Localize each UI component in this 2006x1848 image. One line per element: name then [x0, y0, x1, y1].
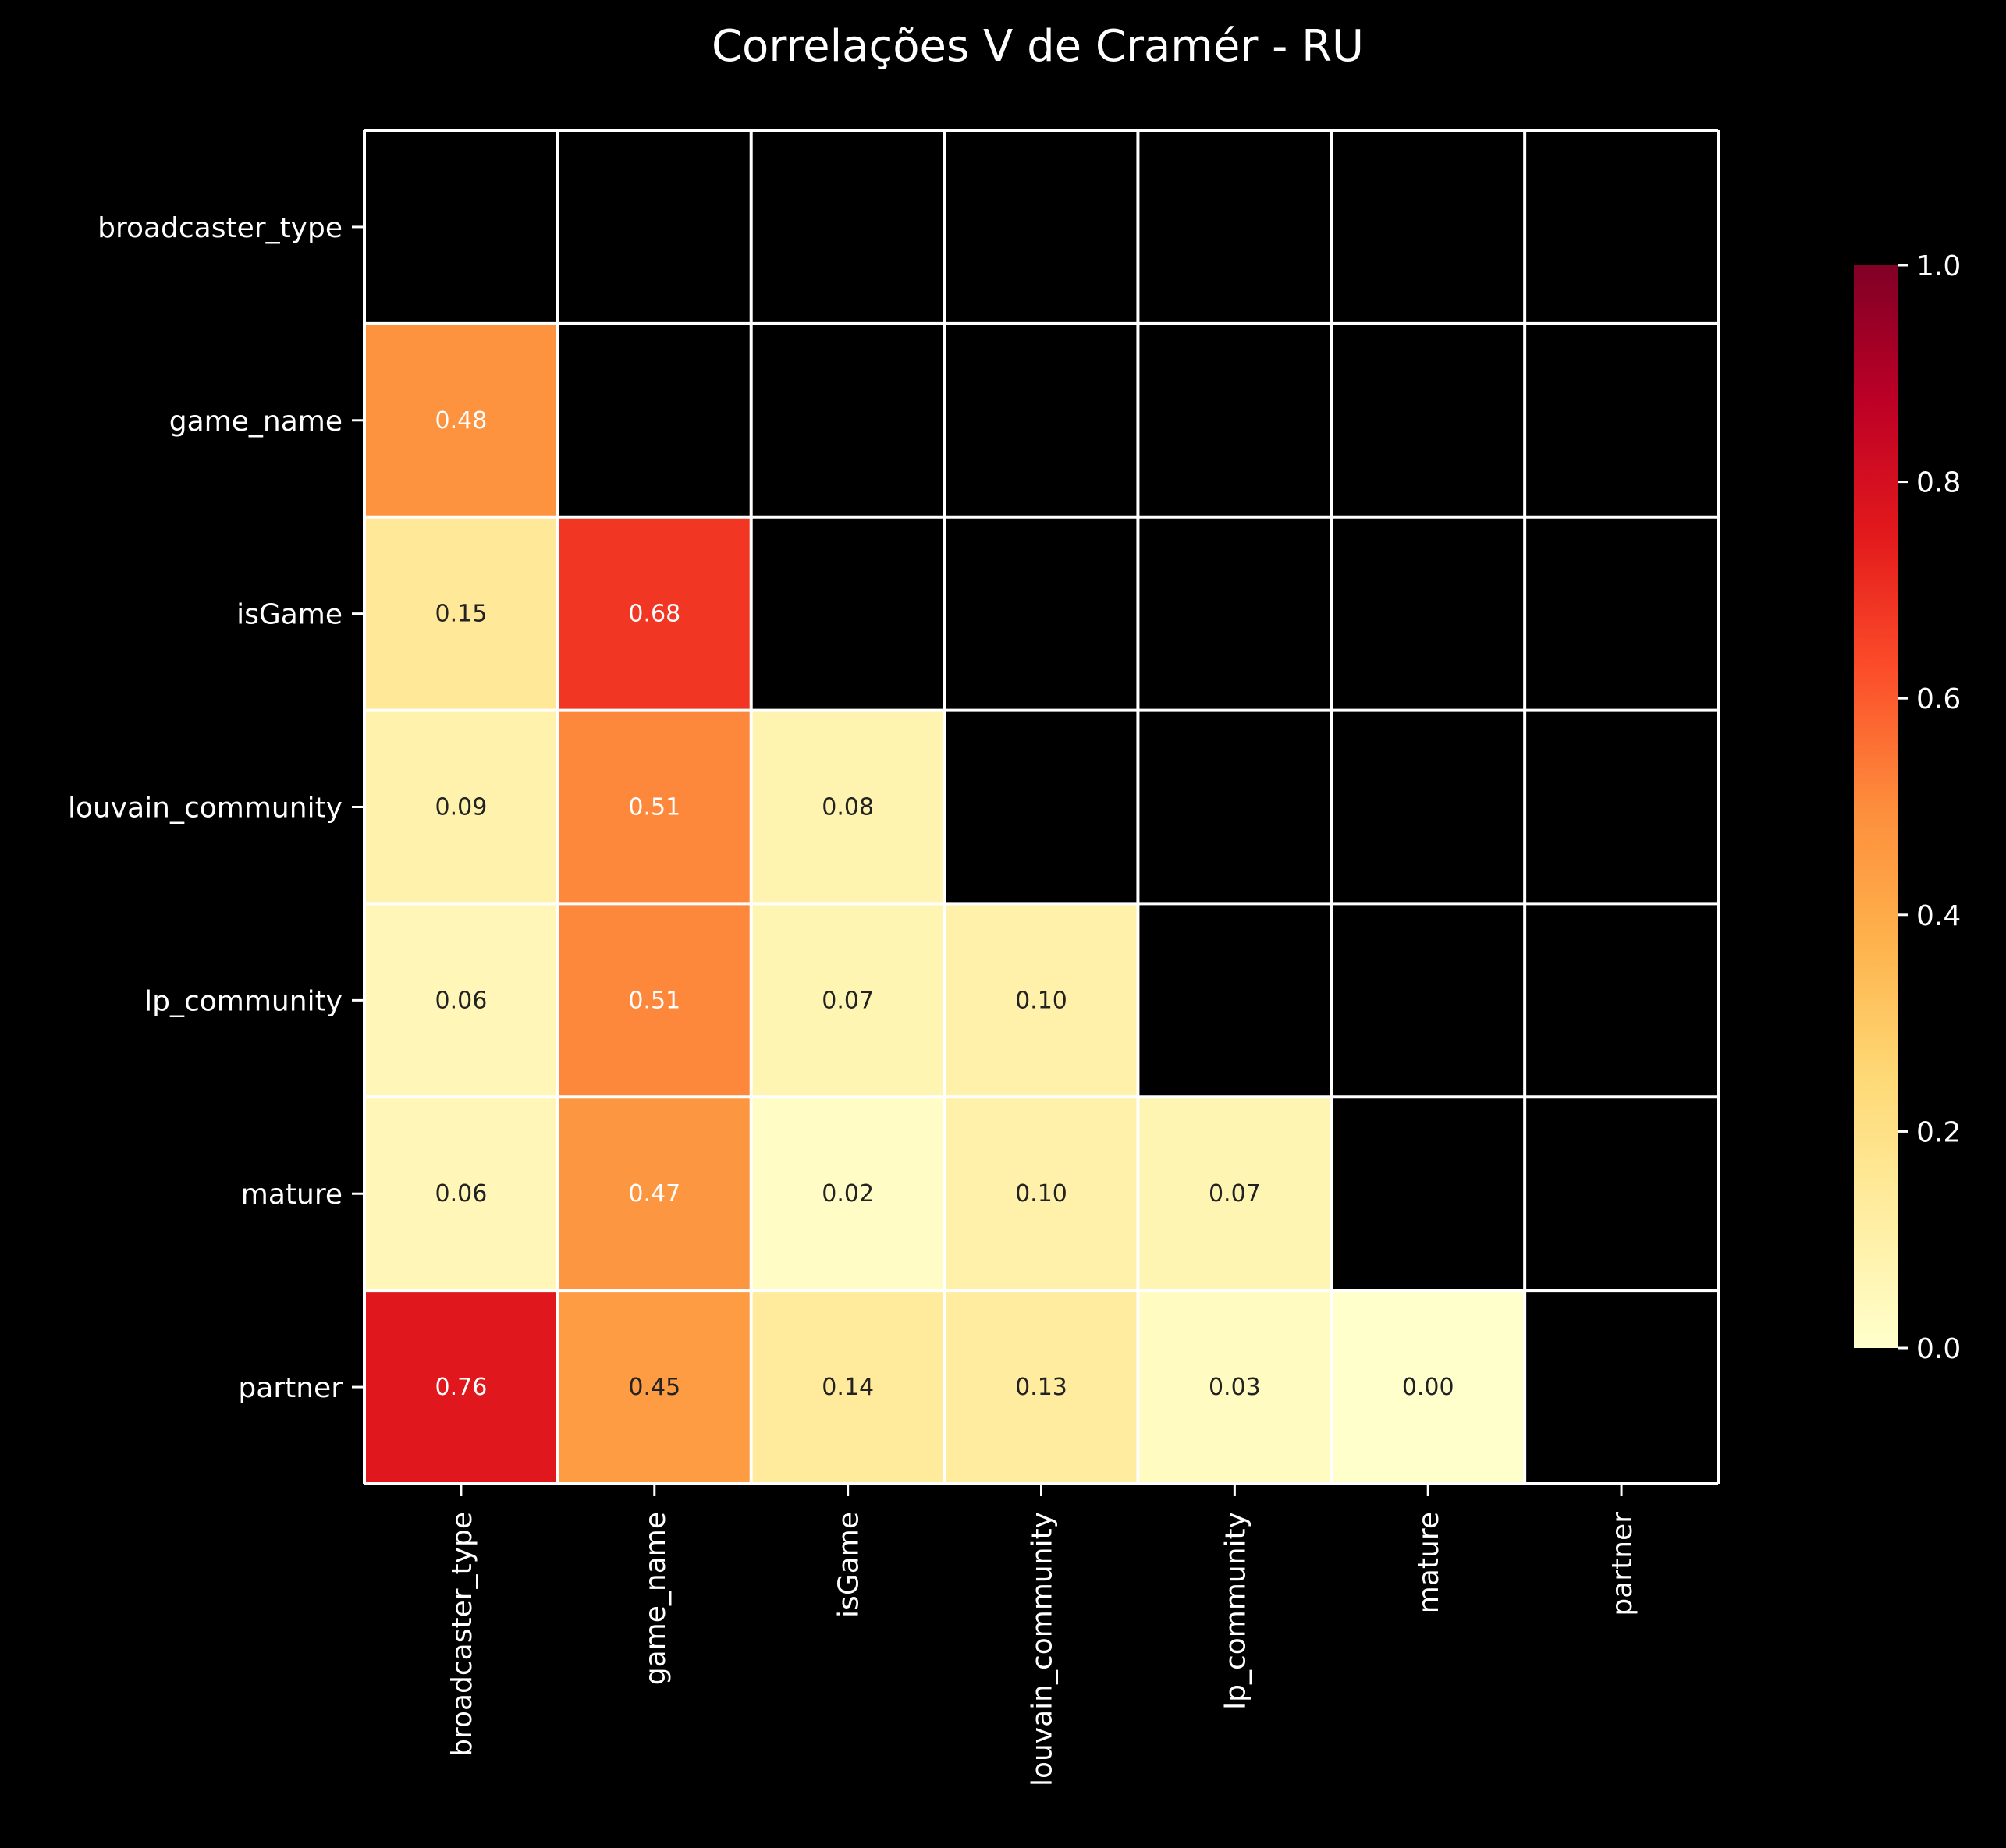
- cell-value-label: 0.10: [1015, 987, 1067, 1014]
- cell-value-label: 0.06: [435, 1180, 488, 1208]
- heatmap-cell: [944, 1097, 1138, 1291]
- cell-value-label: 0.03: [1209, 1374, 1261, 1401]
- masked-cell: [1525, 130, 1718, 324]
- masked-cell: [1331, 323, 1525, 517]
- heatmap-cell: [364, 710, 558, 904]
- y-tick-label: isGame: [236, 599, 343, 631]
- colorbar-ticks: 0.0 0.2 0.4 0.6 0.8 1.0: [1898, 250, 1961, 1365]
- heatmap-cell: [557, 903, 751, 1098]
- masked-cell: [1525, 1290, 1718, 1484]
- x-tick-label: mature: [1413, 1512, 1445, 1613]
- cell-value-label: 0.47: [628, 1180, 680, 1208]
- cell-value-label: 0.07: [822, 987, 874, 1014]
- masked-cell: [944, 710, 1138, 904]
- colorbar-tick-label: 0.4: [1916, 900, 1961, 932]
- masked-cell: [1525, 710, 1718, 904]
- cell-value-label: 0.76: [435, 1374, 488, 1401]
- masked-cell: [944, 516, 1138, 711]
- cell-value-label: 0.15: [435, 601, 488, 628]
- cell-value-label: 0.02: [822, 1180, 874, 1208]
- cell-value-label: 0.68: [628, 601, 680, 628]
- cell-value-label: 0.48: [435, 407, 488, 435]
- cell-value-label: 0.51: [628, 987, 680, 1014]
- masked-cell: [1525, 1097, 1718, 1291]
- heatmap-cell: [751, 1290, 945, 1484]
- colorbar-tick-label: 0.2: [1916, 1116, 1961, 1148]
- cell-value-label: 0.00: [1402, 1374, 1454, 1401]
- masked-cell: [751, 323, 945, 517]
- masked-cell: [1331, 903, 1525, 1098]
- masked-cell: [1138, 323, 1332, 517]
- x-tick-label: isGame: [833, 1512, 865, 1618]
- masked-cell: [1525, 323, 1718, 517]
- masked-cell: [944, 323, 1138, 517]
- heatmap-cell: [557, 516, 751, 711]
- heatmap-cells: 0.48 0.15 0.68 0.09 0.51 0.08 0.06 0.51 0.07 0.10…: [364, 130, 1718, 1484]
- heatmap-cell: [364, 1290, 558, 1484]
- masked-cell: [1138, 516, 1332, 711]
- masked-cell: [1525, 903, 1718, 1098]
- chart-title: Correlações V de Cramér - RU: [712, 21, 1364, 72]
- masked-cell: [557, 323, 751, 517]
- masked-cell: [557, 130, 751, 324]
- y-tick-label: game_name: [169, 406, 343, 438]
- heatmap-cell: [557, 1097, 751, 1291]
- colorbar-gradient: [1854, 265, 1898, 1348]
- x-tick-label: partner: [1607, 1512, 1639, 1616]
- x-tick-labels: broadcaster_type game_name isGame louvain_c…: [446, 1484, 1639, 1786]
- masked-cell: [751, 516, 945, 711]
- y-tick-label: partner: [238, 1372, 343, 1404]
- colorbar-tick-label: 1.0: [1916, 250, 1961, 282]
- heatmap-cell: [1331, 1290, 1525, 1484]
- cell-value-label: 0.10: [1015, 1180, 1067, 1208]
- cell-value-label: 0.09: [435, 794, 488, 821]
- masked-cell: [1331, 1097, 1525, 1291]
- masked-cell: [1331, 516, 1525, 711]
- cell-value-label: 0.13: [1015, 1374, 1067, 1401]
- x-tick-label: game_name: [640, 1512, 672, 1685]
- masked-cell: [1138, 903, 1332, 1098]
- heatmap-cell: [1138, 1290, 1332, 1484]
- colorbar: 0.0 0.2 0.4 0.6 0.8 1.0: [1854, 250, 1961, 1365]
- y-tick-label: broadcaster_type: [98, 212, 343, 244]
- cell-value-label: 0.08: [822, 794, 874, 821]
- masked-cell: [1331, 710, 1525, 904]
- heatmap-cell: [751, 903, 945, 1098]
- cell-value-label: 0.14: [822, 1374, 874, 1401]
- heatmap-cell: [364, 516, 558, 711]
- masked-cell: [1525, 516, 1718, 711]
- heatmap-cell: [364, 903, 558, 1098]
- heatmap-cell: [944, 1290, 1138, 1484]
- x-tick-label: lp_community: [1220, 1512, 1252, 1710]
- heatmap-cell: [557, 1290, 751, 1484]
- cell-value-label: 0.07: [1209, 1180, 1261, 1208]
- heatmap-cell: [364, 323, 558, 517]
- y-tick-label: lp_community: [144, 985, 343, 1017]
- heatmap-cell: [751, 710, 945, 904]
- masked-cell: [1138, 710, 1332, 904]
- masked-cell: [364, 130, 558, 324]
- masked-cell: [1331, 130, 1525, 324]
- y-tick-label: louvain_community: [68, 793, 343, 825]
- masked-cell: [751, 130, 945, 324]
- masked-cell: [1138, 130, 1332, 324]
- masked-cell: [944, 130, 1138, 324]
- heatmap-cell: [751, 1097, 945, 1291]
- cell-value-label: 0.06: [435, 987, 488, 1014]
- colorbar-tick-label: 0.0: [1916, 1333, 1961, 1365]
- y-tick-labels: broadcaster_type game_name isGame louvain_c…: [68, 212, 364, 1404]
- colorbar-tick-label: 0.8: [1916, 467, 1961, 499]
- cell-value-label: 0.51: [628, 794, 680, 821]
- y-tick-label: mature: [241, 1179, 343, 1211]
- heatmap-grid: [363, 129, 1720, 1485]
- x-tick-label: louvain_community: [1027, 1512, 1059, 1786]
- colorbar-tick-label: 0.6: [1916, 683, 1961, 715]
- heatmap-cell: [557, 710, 751, 904]
- heatmap-cell: [1138, 1097, 1332, 1291]
- x-tick-label: broadcaster_type: [446, 1512, 478, 1757]
- cell-value-label: 0.45: [628, 1374, 680, 1401]
- heatmap-cell: [944, 903, 1138, 1098]
- heatmap-cell: [364, 1097, 558, 1291]
